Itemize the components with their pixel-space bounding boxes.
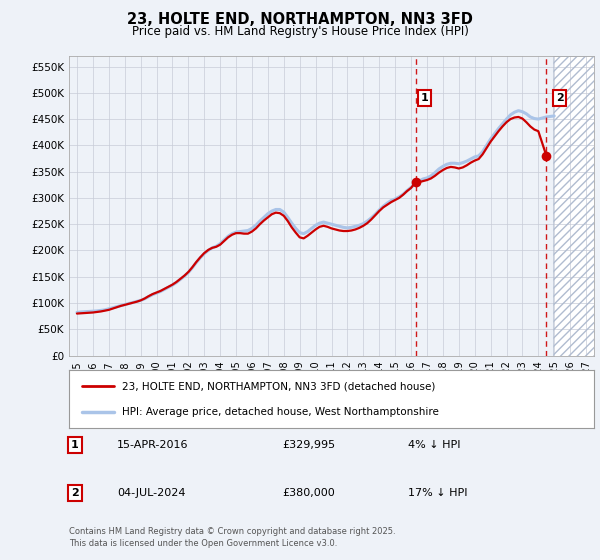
Bar (553, 56, 594, 356)
Text: 1: 1 (71, 440, 79, 450)
Text: Contains HM Land Registry data © Crown copyright and database right 2025.
This d: Contains HM Land Registry data © Crown c… (69, 527, 395, 548)
Text: Price paid vs. HM Land Registry's House Price Index (HPI): Price paid vs. HM Land Registry's House … (131, 25, 469, 38)
Text: 23, HOLTE END, NORTHAMPTON, NN3 3FD: 23, HOLTE END, NORTHAMPTON, NN3 3FD (127, 12, 473, 27)
Text: 15-APR-2016: 15-APR-2016 (117, 440, 188, 450)
Text: HPI: Average price, detached house, West Northamptonshire: HPI: Average price, detached house, West… (121, 407, 439, 417)
Text: £329,995: £329,995 (282, 440, 335, 450)
Bar (553, 56, 594, 356)
Text: 2: 2 (71, 488, 79, 498)
Text: £380,000: £380,000 (282, 488, 335, 498)
Text: 04-JUL-2024: 04-JUL-2024 (117, 488, 185, 498)
Text: 2: 2 (556, 93, 563, 103)
Text: 23, HOLTE END, NORTHAMPTON, NN3 3FD (detached house): 23, HOLTE END, NORTHAMPTON, NN3 3FD (det… (121, 381, 435, 391)
Text: 4% ↓ HPI: 4% ↓ HPI (408, 440, 461, 450)
Text: 1: 1 (421, 93, 428, 103)
Text: 17% ↓ HPI: 17% ↓ HPI (408, 488, 467, 498)
